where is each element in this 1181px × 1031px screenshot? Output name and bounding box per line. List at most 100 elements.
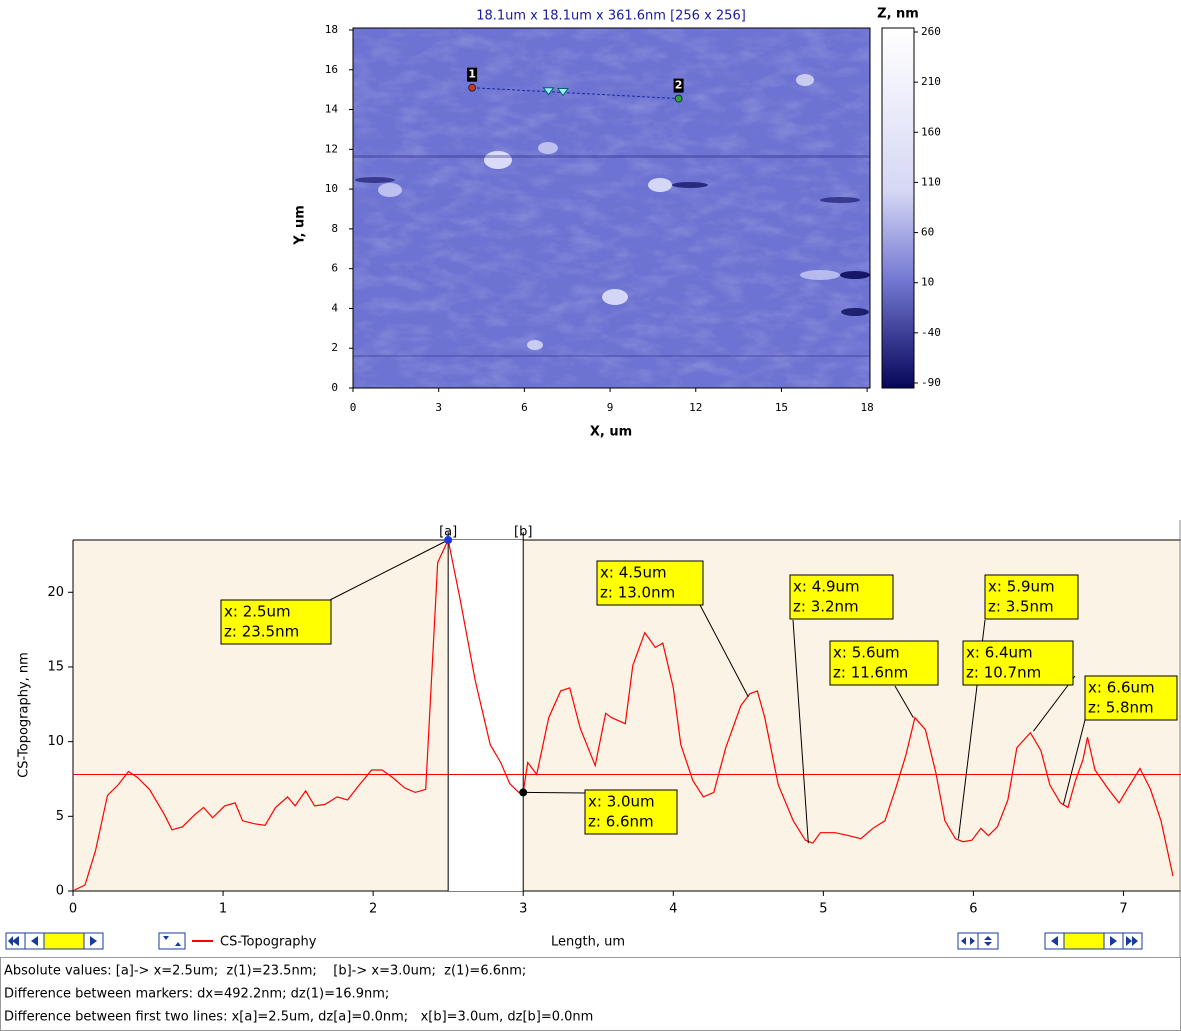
annotation-box <box>789 574 894 620</box>
colorbar-title: Z, nm <box>877 7 919 22</box>
annotation-box <box>829 640 939 686</box>
button-mid2[interactable] <box>1063 932 1105 950</box>
annotation-leader <box>1062 719 1086 805</box>
annotation-text: z: 11.6nm <box>833 664 908 682</box>
image-frame <box>352 27 871 389</box>
status-line: Absolute values: [a]-> x=2.5um; z(1)=23.… <box>4 964 526 979</box>
annotation-text: z: 5.8nm <box>1088 699 1154 717</box>
annotation-text: x: 3.0um <box>588 793 655 811</box>
x-tick-label: 7 <box>1119 902 1127 917</box>
annotation-text: x: 5.6um <box>833 644 900 662</box>
annotation-leader <box>792 619 809 844</box>
point-label-box <box>673 78 684 93</box>
y-tick-label: 10 <box>47 734 64 749</box>
profile-point <box>468 83 476 92</box>
annotation-box <box>984 574 1079 620</box>
annotation-text: z: 3.2nm <box>793 598 859 616</box>
annotation-text: z: 13.0nm <box>600 584 675 602</box>
y-tick-label: 15 <box>47 659 64 674</box>
x-tick-label: 3 <box>435 401 442 414</box>
point-label: 1 <box>468 68 476 81</box>
x-tick-label: 6 <box>521 401 528 414</box>
y-tick-label: 5 <box>56 809 64 824</box>
cursor-point <box>519 788 528 797</box>
afm-image <box>353 28 870 388</box>
colorbar-tick-label: -90 <box>921 376 941 389</box>
image-title: 18.1um x 18.1um x 361.6nm [256 x 256] <box>476 9 746 24</box>
y-tick-label: 10 <box>325 182 338 195</box>
annotation-text: z: 23.5nm <box>224 623 299 641</box>
cursor-point <box>444 536 453 544</box>
cursor-label: [a] <box>439 525 457 540</box>
colorbar-tick-label: 210 <box>921 75 941 88</box>
annotation-text: x: 6.4um <box>966 644 1033 662</box>
y-tick-label: 6 <box>331 262 338 275</box>
x-tick-label: 9 <box>607 401 614 414</box>
cursor-marker <box>542 87 555 96</box>
y-tick-label: 14 <box>325 103 339 116</box>
y-tick-label: 20 <box>47 585 64 600</box>
x-tick-label: 18 <box>861 401 874 414</box>
annotation-box <box>584 789 678 835</box>
annotation-leader <box>894 685 914 718</box>
x-tick-label: 0 <box>69 902 77 917</box>
cursor-marker <box>557 87 569 97</box>
annotation-text: z: 6.6nm <box>588 813 654 831</box>
profile-point <box>674 94 683 103</box>
annotation-text: z: 3.5nm <box>988 598 1054 616</box>
colorbar-tick-label: 10 <box>921 276 934 289</box>
annotation-text: x: 4.5um <box>600 564 667 582</box>
x-tick-label: 6 <box>969 902 977 917</box>
y-tick-label: 8 <box>331 222 338 235</box>
y-tick-label: 16 <box>325 63 338 76</box>
x-tick-label: 2 <box>369 902 377 917</box>
colorbar-tick-label: 60 <box>921 226 934 239</box>
x-tick-label: 5 <box>819 902 827 917</box>
x-tick-label: 12 <box>689 401 702 414</box>
point-label-box <box>467 67 478 82</box>
button-scale[interactable] <box>158 932 186 950</box>
status-line: Difference between markers: dx=492.2nm; … <box>4 987 389 1002</box>
y-tick-label: 0 <box>56 884 64 899</box>
status-line: Difference between first two lines: x[a]… <box>4 1010 593 1025</box>
status-panel <box>0 957 1181 1031</box>
toolbar <box>5 932 1143 950</box>
colorbar-tick-label: 160 <box>921 125 941 138</box>
annotation-text: x: 2.5um <box>224 603 291 621</box>
annotation-leader <box>523 791 586 794</box>
point-label: 2 <box>675 79 683 92</box>
y-axis-label: Y, um <box>293 205 308 246</box>
annotation-box <box>962 640 1074 686</box>
cursor-region <box>448 540 524 891</box>
annotation-text: x: 6.6um <box>1088 679 1155 697</box>
annotation-text: x: 4.9um <box>793 578 860 596</box>
colorbar <box>881 27 915 389</box>
x-tick-label: 0 <box>350 401 357 414</box>
y-tick-label: 12 <box>325 142 338 155</box>
button-mid[interactable] <box>43 932 85 950</box>
y-tick-label: 0 <box>331 381 338 394</box>
x-tick-label: 3 <box>519 902 527 917</box>
annotation-box <box>220 599 332 645</box>
profile-line <box>472 87 679 100</box>
colorbar-tick-label: -40 <box>921 326 941 339</box>
cursor-label: [b] <box>514 525 532 540</box>
x-axis-label: Length, um <box>551 935 625 950</box>
button-vfit[interactable] <box>977 932 999 950</box>
annotation-leader <box>329 539 449 601</box>
annotation-box <box>596 560 704 606</box>
x-tick-label: 1 <box>219 902 227 917</box>
y-tick-label: 2 <box>331 341 338 354</box>
y-tick-label: 18 <box>325 23 338 36</box>
legend-entry: CS-Topography <box>220 935 317 950</box>
colorbar-tick-label: 260 <box>921 25 941 38</box>
annotation-text: z: 10.7nm <box>966 664 1041 682</box>
colorbar-tick-label: 110 <box>921 175 941 188</box>
annotation-leader <box>699 604 749 698</box>
x-tick-label: 4 <box>669 902 677 917</box>
annotation-text: x: 5.9um <box>988 578 1055 596</box>
x-axis-label: X, um <box>590 425 632 440</box>
y-tick-label: 4 <box>331 301 338 314</box>
profile-line <box>74 538 1174 891</box>
